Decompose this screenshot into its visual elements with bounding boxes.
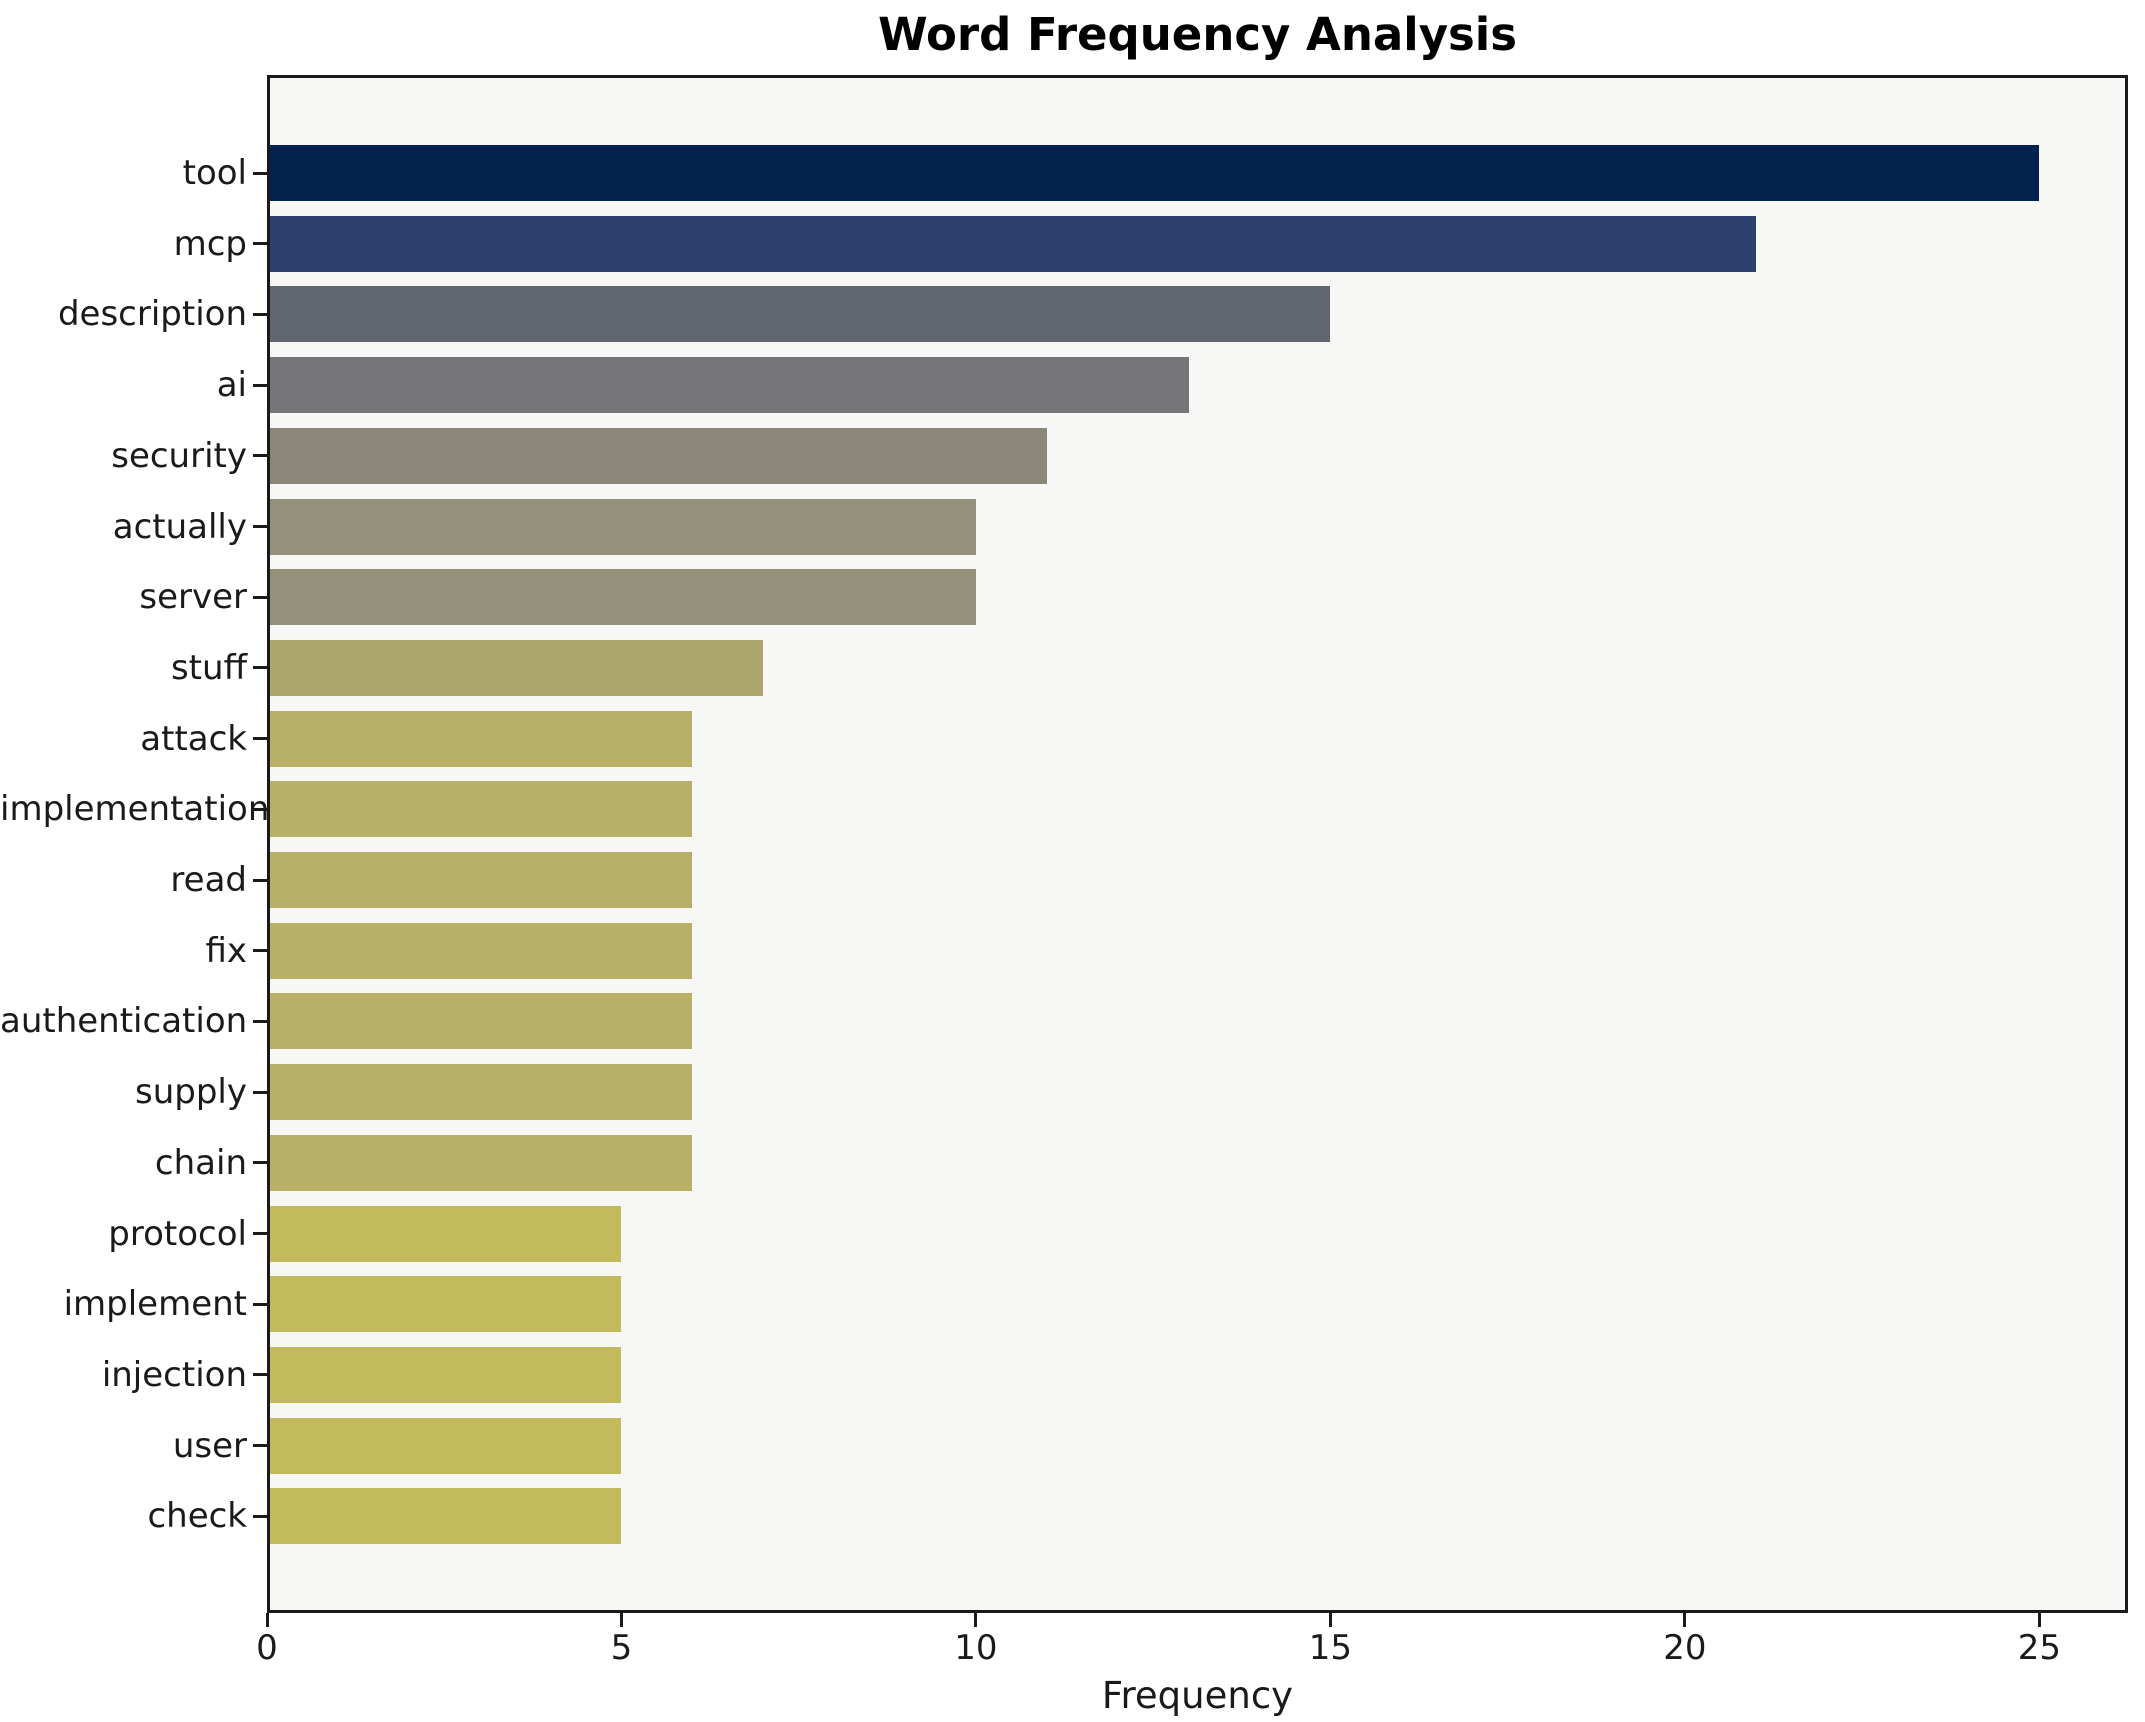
y-tick-mark [253,1444,267,1448]
bar-authentication [270,993,692,1050]
y-tick-label-supply: supply [135,1072,247,1113]
x-tick-label-5: 5 [610,1628,633,1668]
y-tick-label-description: description [57,294,247,335]
bar-security [270,427,1047,484]
y-tick-mark [253,242,267,246]
y-tick-mark [253,525,267,528]
bar-injection [270,1346,621,1403]
y-tick-label-user: user [172,1425,247,1466]
x-tick-mark [2037,1613,2041,1627]
y-tick-mark [253,1514,267,1518]
y-tick-mark [253,383,267,387]
bar-user [270,1417,621,1474]
bar-protocol [270,1205,621,1262]
y-tick-mark [253,1161,267,1165]
y-tick-label-implementation: implementation [0,789,270,830]
y-tick-mark [253,595,267,599]
y-tick-mark [253,312,267,316]
x-tick-mark [265,1613,269,1627]
y-tick-mark [253,1019,267,1023]
bar-ai [270,357,1189,414]
y-tick-label-implement: implement [63,1284,247,1325]
y-tick-label-stuff: stuff [170,647,247,688]
y-tick-label-actually: actually [112,506,247,547]
x-axis-label: Frequency [1101,1674,1294,1717]
bar-tool [270,145,2039,201]
y-tick-label-tool: tool [182,153,247,193]
bar-supply [270,1064,692,1121]
y-tick-label-mcp: mcp [173,223,247,264]
y-tick-label-chain: chain [154,1142,247,1183]
y-tick-mark [253,878,267,882]
chart-title: Word Frequency Analysis [877,8,1518,61]
x-tick-mark [974,1613,978,1627]
bar-implementation [270,781,692,838]
y-tick-label-fix: fix [205,930,247,971]
y-tick-label-attack: attack [140,718,247,759]
bar-stuff [270,639,763,696]
y-tick-mark [253,666,267,670]
bar-actually [270,498,976,555]
y-tick-mark [253,1090,267,1094]
y-tick-mark [253,1373,267,1377]
x-tick-mark [619,1613,623,1627]
y-tick-mark [253,737,267,741]
y-tick-label-server: server [139,577,247,618]
y-tick-label-read: read [170,860,247,900]
y-tick-label-ai: ai [216,365,247,406]
bar-fix [270,922,692,979]
x-tick-label-10: 10 [954,1628,998,1668]
y-tick-label-security: security [111,435,247,476]
y-tick-label-injection: injection [101,1354,247,1395]
bar-mcp [270,215,1756,272]
bar-read [270,852,692,908]
y-tick-mark [253,1232,267,1235]
x-tick-label-0: 0 [256,1628,278,1668]
bar-server [270,569,976,626]
bar-description [270,286,1330,343]
x-tick-label-20: 20 [1663,1628,1707,1668]
y-tick-mark [253,171,267,175]
x-tick-mark [1683,1613,1687,1627]
x-tick-label-25: 25 [2017,1628,2061,1668]
y-tick-mark [253,1302,267,1306]
bar-implement [270,1276,621,1333]
y-tick-mark [253,807,267,811]
y-tick-label-protocol: protocol [108,1213,247,1254]
bar-check [270,1488,621,1545]
bar-attack [270,710,692,767]
y-tick-label-authentication: authentication [0,1001,248,1042]
y-tick-mark [253,949,267,953]
x-tick-label-15: 15 [1308,1628,1353,1668]
bar-chain [270,1134,692,1191]
y-tick-label-check: check [147,1496,247,1537]
x-tick-mark [1328,1613,1332,1627]
y-tick-mark [253,454,267,458]
